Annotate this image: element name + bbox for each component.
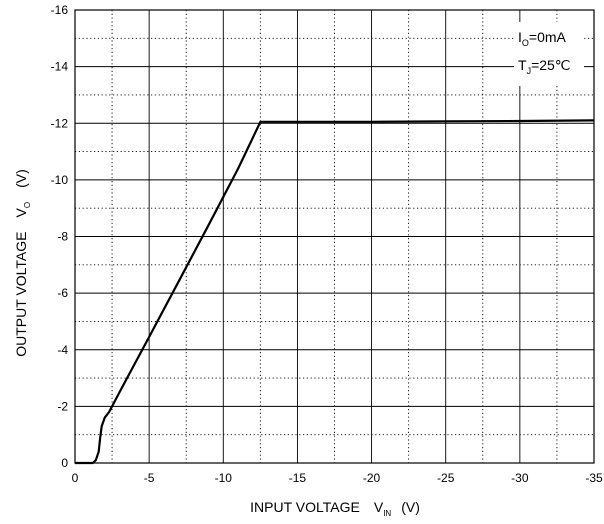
y-axis-title: OUTPUT VOLTAGE VO (V)	[13, 169, 32, 357]
y-tick-label: -2	[57, 399, 68, 413]
y-axis-subscript: O	[23, 202, 32, 208]
output-voltage-curve	[75, 119, 595, 465]
condition-text: IO=0mA	[518, 29, 567, 48]
x-axis-ticks: 0 -5 -10 -15 -20 -25 -30 -35	[72, 471, 603, 485]
condition-value: =0mA	[529, 29, 567, 45]
y-axis-unit: (V)	[13, 169, 29, 188]
y-axis-title-main: OUTPUT VOLTAGE	[13, 232, 29, 357]
y-tick-label: -6	[57, 286, 68, 300]
y-axis-ticks: 0 -2 -4 -6 -8 -10 -12 -14 -16	[51, 3, 69, 470]
condition-subscript: O	[522, 38, 529, 48]
x-tick-label: -20	[363, 471, 381, 485]
y-axis-symbol: V	[13, 208, 29, 218]
condition-symbol: T	[518, 57, 527, 73]
x-axis-symbol: V	[374, 499, 384, 515]
condition-value: =25℃	[531, 57, 570, 73]
condition-subscript: J	[527, 66, 532, 76]
y-tick-label: -8	[57, 230, 68, 244]
x-tick-label: -15	[289, 471, 307, 485]
x-tick-label: -35	[585, 471, 603, 485]
legend-box	[514, 22, 584, 86]
y-tick-label: -12	[51, 116, 69, 130]
x-tick-label: -5	[144, 471, 155, 485]
x-tick-label: -25	[437, 471, 455, 485]
x-axis-title-main: INPUT VOLTAGE	[250, 499, 360, 515]
x-axis-subscript: IN	[383, 509, 391, 518]
x-tick-label: -30	[511, 471, 529, 485]
plot-frame	[74, 9, 595, 464]
y-tick-label: -4	[57, 343, 68, 357]
y-tick-label: -16	[51, 3, 69, 17]
y-tick-label: -14	[51, 60, 69, 74]
condition-text: TJ=25℃	[518, 57, 571, 76]
condition-symbol: I	[518, 29, 522, 45]
y-tick-label: 0	[61, 456, 68, 470]
y-tick-label: -10	[51, 173, 69, 187]
x-tick-label: 0	[72, 471, 79, 485]
x-axis-title: INPUT VOLTAGE VIN (V)	[250, 499, 420, 518]
x-tick-label: -10	[215, 471, 233, 485]
x-axis-unit: (V)	[401, 499, 420, 515]
